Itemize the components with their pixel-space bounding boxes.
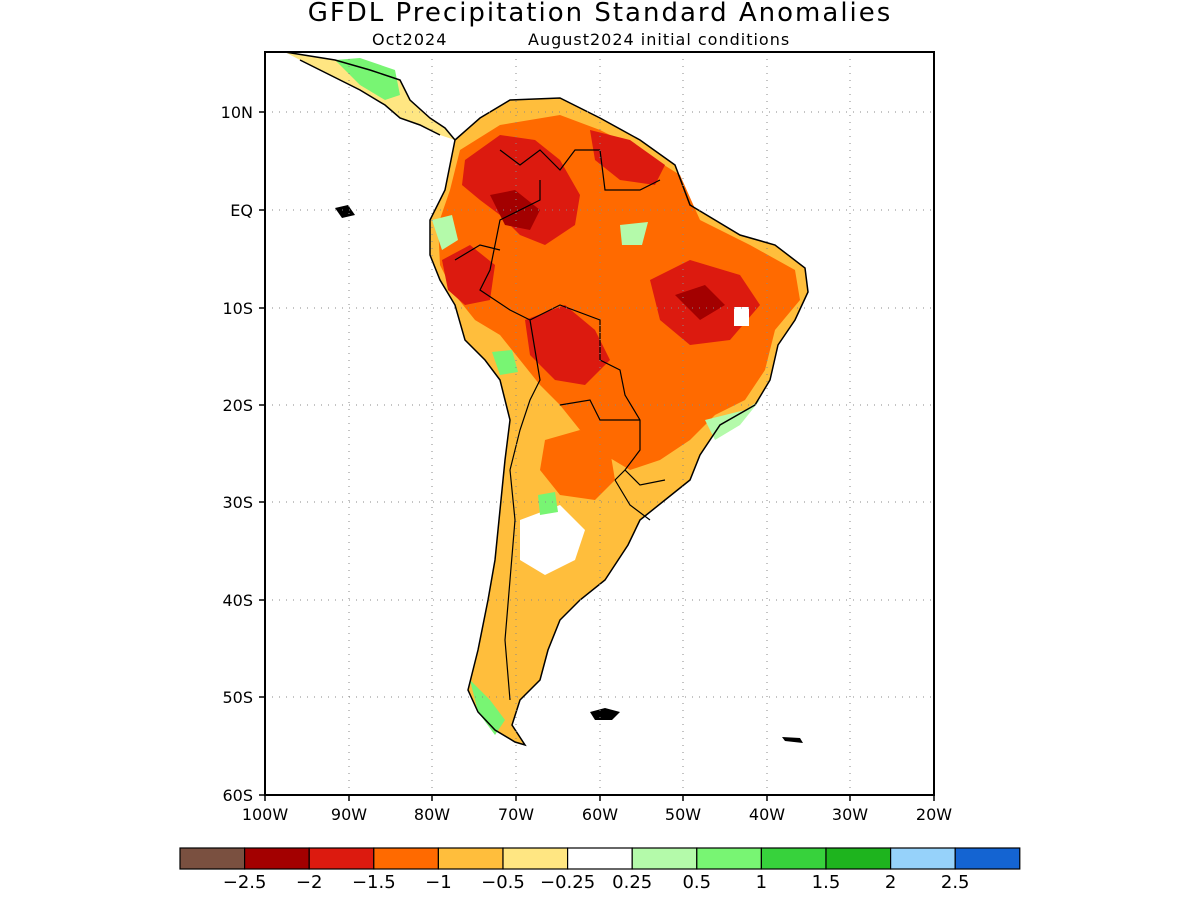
colorbar-swatch-12 <box>954 847 1021 870</box>
south-georgia <box>782 737 803 743</box>
colorbar-swatch-1 <box>244 847 310 870</box>
lead-month-label: Oct2024 <box>372 30 448 49</box>
lon-label-70w: 70W <box>498 805 534 824</box>
lat-label-50s: 50S <box>222 688 253 707</box>
lon-axis <box>264 795 935 801</box>
lat-label-20s: 20S <box>222 396 253 415</box>
colorbar-swatch-5 <box>502 847 569 870</box>
anomaly-field <box>284 52 809 747</box>
colorbar-label-5: −0.25 <box>540 872 595 893</box>
coastline <box>429 97 809 747</box>
colorbar-swatch-10 <box>825 847 892 870</box>
colorbar-label-11: 2.5 <box>941 872 970 893</box>
colorbar-label-2: −1.5 <box>352 872 396 893</box>
gridlines <box>265 52 934 795</box>
anomaly-minus1-south <box>540 430 615 500</box>
lon-label-50w: 50W <box>665 805 701 824</box>
lat-axis <box>259 111 265 796</box>
lon-label-100w: 100W <box>242 805 289 824</box>
anomaly-minus15-guiana <box>590 130 665 185</box>
colorbar-label-0: −2.5 <box>223 872 267 893</box>
positive-patch-amazon <box>620 222 648 245</box>
lat-label-eq: EQ <box>230 201 253 220</box>
lon-label-20w: 20W <box>916 805 952 824</box>
anomaly-minus15-north <box>462 135 580 245</box>
colorbar-swatch-6 <box>566 847 633 870</box>
positive-patch-bolivia <box>492 350 518 375</box>
colorbar-swatch-8 <box>696 847 762 870</box>
colorbar-swatch-9 <box>760 847 827 870</box>
colorbar-label-7: 0.5 <box>682 872 711 893</box>
positive-patch-argentina <box>538 492 558 515</box>
colorbar-labels: −2.5 −2 −1.5 −1 −0.5 −0.25 0.25 0.5 1 1.5 2 2.5 <box>223 872 970 893</box>
central-america-coastline <box>284 52 456 141</box>
positive-patch-patagonia <box>470 680 505 735</box>
colorbar-label-1: −2 <box>296 872 323 893</box>
lat-label-60s: 60S <box>222 786 253 805</box>
lon-label-60w: 60W <box>582 805 618 824</box>
neutral-patch-south <box>520 505 585 575</box>
colorbar-swatch-0 <box>179 847 246 870</box>
colorbar <box>179 847 1021 870</box>
positive-patch-ecuador <box>432 215 458 250</box>
country-borders <box>454 149 666 701</box>
lat-label-10s: 10S <box>222 299 253 318</box>
colorbar-swatch-7 <box>631 847 698 870</box>
colorbar-swatch-2 <box>308 847 375 870</box>
colorbar-swatch-11 <box>889 847 956 870</box>
lat-label-10n: 10N <box>221 103 253 122</box>
map-title: GFDL Precipitation Standard Anomalies <box>307 0 893 28</box>
lat-label-40s: 40S <box>222 591 253 610</box>
lon-label-40w: 40W <box>749 805 785 824</box>
colorbar-label-9: 1.5 <box>812 872 841 893</box>
anomaly-minus15-central <box>525 305 610 385</box>
positive-patch-central-america <box>335 58 400 100</box>
anomaly-minus2-spot-1 <box>490 190 540 230</box>
colorbar-label-10: 2 <box>885 872 896 893</box>
colorbar-swatch-3 <box>373 847 439 870</box>
colorbar-label-4: −0.5 <box>481 872 525 893</box>
colorbar-label-6: 0.25 <box>612 872 652 893</box>
lon-label-80w: 80W <box>414 805 450 824</box>
galapagos <box>335 205 355 218</box>
lon-label-90w: 90W <box>331 805 367 824</box>
initial-conditions-label: August2024 initial conditions <box>528 30 791 49</box>
anomaly-minus2-spot-2 <box>675 285 725 320</box>
lat-label-30s: 30S <box>222 493 253 512</box>
colorbar-swatch-4 <box>437 847 504 870</box>
lon-label-30w: 30W <box>832 805 868 824</box>
falkland-islands <box>590 708 620 720</box>
missing-data-cell <box>734 307 749 326</box>
colorbar-label-8: 1 <box>756 872 767 893</box>
colorbar-label-3: −1 <box>425 872 452 893</box>
